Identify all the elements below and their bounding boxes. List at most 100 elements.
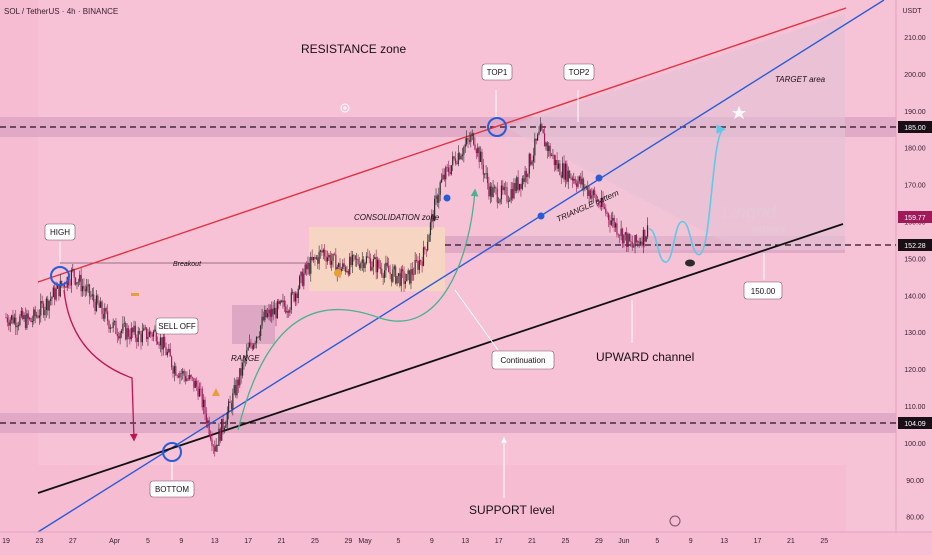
rocket-icon: [212, 388, 220, 396]
candle-body-287: [404, 281, 407, 284]
consolidation-zone-box: [309, 227, 445, 291]
candle-body-204: [289, 309, 291, 313]
logo-sub: FOREX: [752, 225, 787, 236]
candle-body-300: [422, 247, 425, 266]
candle-body-94: [136, 337, 138, 343]
candle-body-349: [491, 186, 493, 197]
candle-body-115: [165, 347, 167, 356]
candle-body-140: [200, 388, 202, 390]
candle-body-285: [402, 269, 404, 272]
candle-body-273: [385, 262, 387, 271]
candle-body-67: [98, 303, 100, 308]
candle-body-341: [479, 151, 482, 162]
candle-body-410: [575, 183, 578, 187]
candle-body-55: [81, 286, 84, 292]
candle-body-295: [415, 259, 418, 261]
candle-body-31: [48, 300, 50, 311]
candle-body-59: [87, 284, 89, 287]
candle-body-230: [325, 256, 327, 262]
candle-body-102: [147, 336, 149, 340]
candle-body-450: [631, 241, 633, 248]
candle-body-156: [222, 418, 224, 430]
upward-channel-label: UPWARD channel: [596, 350, 694, 364]
candle-body-98: [141, 330, 143, 343]
candle-body-192: [272, 308, 274, 315]
candle-body-234: [331, 260, 333, 265]
price-axis-tick-9: 120.00: [904, 367, 926, 374]
candle-body-461: [646, 225, 649, 237]
candle-body-380: [534, 138, 536, 156]
price-axis-panel: [846, 0, 932, 532]
time-axis-tick-16: 21: [528, 538, 536, 545]
candle-body-301: [424, 247, 426, 250]
candle-body-431: [605, 208, 607, 214]
candle-body-2: [8, 322, 10, 326]
candle-body-209: [296, 293, 298, 299]
candle-body-430: [603, 206, 606, 209]
candle-body-120: [172, 367, 174, 374]
candle-body-129: [184, 375, 187, 381]
candle-body-130: [186, 378, 188, 381]
candle-body-337: [474, 144, 476, 150]
candle-body-72: [105, 308, 107, 312]
candle-body-286: [403, 271, 405, 284]
candle-body-32: [49, 298, 52, 301]
candle-body-84: [122, 323, 124, 331]
time-axis-tick-4: 5: [146, 538, 150, 545]
candle-body-139: [198, 388, 201, 397]
candle-body-304: [428, 235, 430, 242]
candle-body-237: [335, 254, 337, 274]
candle-body-216: [306, 264, 308, 270]
triangle-point-1: [537, 212, 545, 220]
candle-body-218: [308, 263, 310, 274]
candle-body-342: [481, 151, 483, 165]
candle-body-456: [640, 241, 642, 244]
candle-body-445: [624, 232, 626, 235]
candle-body-299: [421, 261, 423, 266]
candle-body-6: [13, 317, 15, 324]
candle-body-10: [19, 316, 21, 326]
candle-body-68: [100, 301, 102, 308]
candle-body-222: [314, 257, 316, 259]
candle-body-382: [537, 134, 539, 141]
candle-body-75: [109, 327, 111, 329]
candle-body-190: [269, 309, 272, 317]
candle-body-447: [627, 233, 629, 247]
candle-body-73: [106, 311, 109, 321]
candle-body-62: [91, 294, 93, 297]
candle-body-213: [301, 271, 304, 286]
time-axis-tick-22: 13: [720, 538, 728, 545]
candle-body-353: [496, 188, 498, 203]
candle-body-289: [407, 270, 409, 275]
candle-body-359: [505, 187, 507, 188]
candle-body-131: [187, 378, 189, 380]
candle-body-88: [127, 328, 130, 337]
candle-body-360: [506, 187, 508, 202]
candle-body-124: [177, 375, 180, 378]
candle-body-96: [139, 330, 141, 334]
candle-body-453: [635, 235, 638, 243]
projection-path: [648, 124, 727, 263]
candle-body-288: [406, 274, 408, 282]
candle-body-112: [161, 337, 163, 350]
candle-body-367: [516, 177, 518, 191]
price-tag-resistance: 185.00: [898, 121, 932, 133]
candle-body-24: [38, 315, 40, 318]
candle-body-333: [468, 140, 471, 142]
candle-body-396: [556, 159, 558, 169]
candle-body-173: [246, 350, 248, 359]
candle-body-389: [546, 142, 548, 152]
candle-body-174: [247, 347, 249, 351]
time-axis-tick-10: 29: [344, 538, 352, 545]
candle-body-381: [535, 138, 537, 141]
price-axis-tick-4: 170.00: [904, 183, 926, 190]
candle-body-253: [357, 258, 359, 265]
candle-body-417: [585, 186, 587, 188]
candle-body-101: [145, 327, 148, 340]
candle-body-384: [539, 124, 541, 132]
candle-body-407: [571, 177, 574, 181]
candle-body-142: [203, 399, 205, 408]
candle-body-116: [166, 351, 169, 356]
time-axis-tick-2: 27: [69, 538, 77, 545]
resistance-trend-line: [37, 7, 847, 283]
